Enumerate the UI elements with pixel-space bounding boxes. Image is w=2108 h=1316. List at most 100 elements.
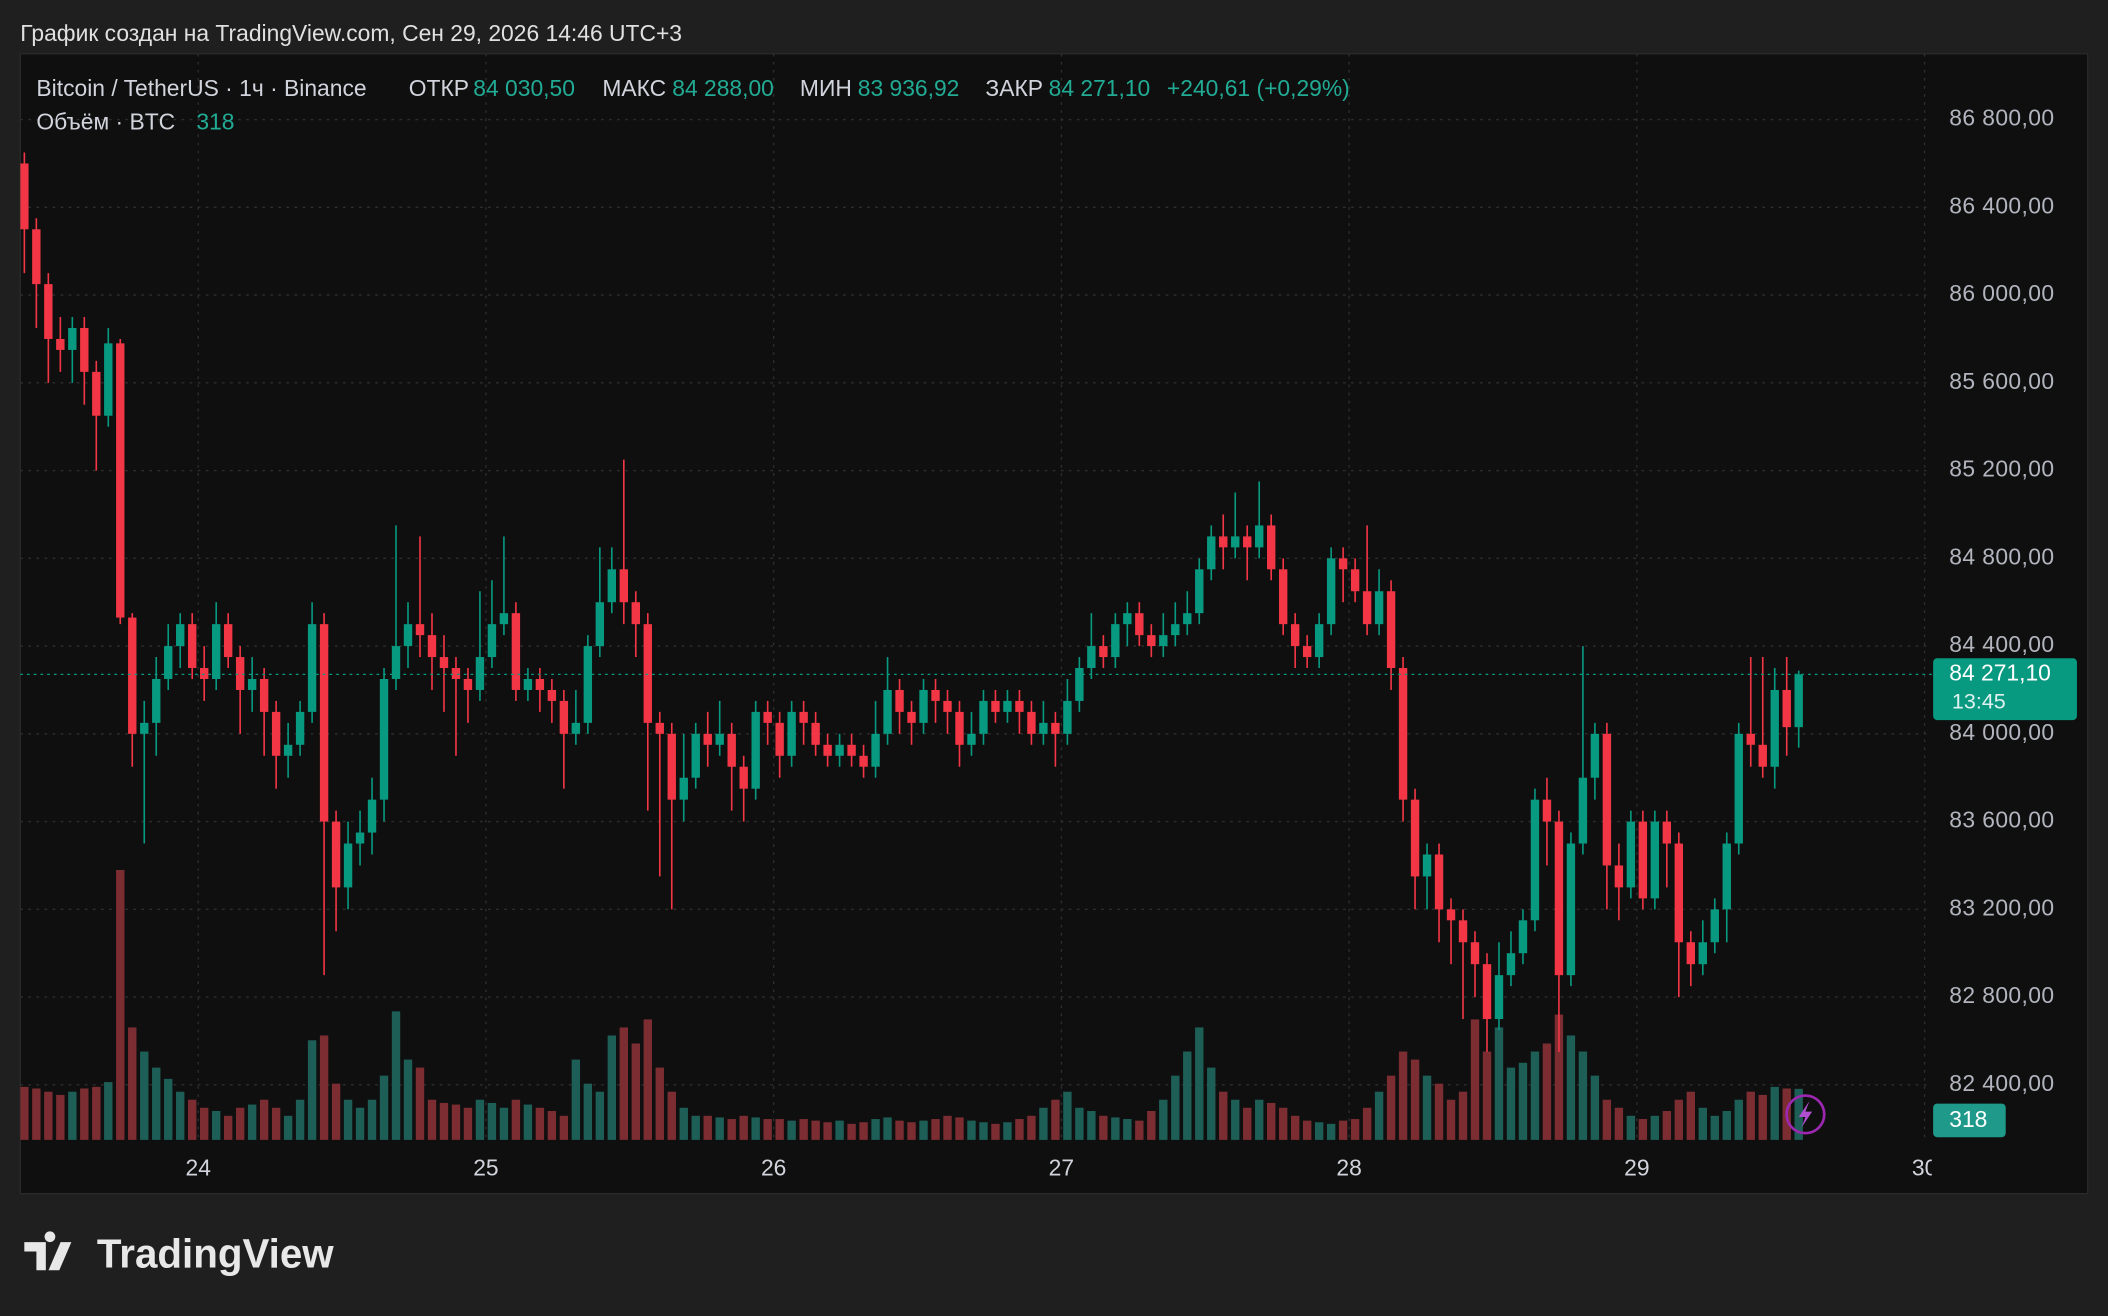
volume-bar: [835, 1120, 844, 1140]
x-axis: 24 25 26 27 28 29 30: [185, 1155, 1937, 1181]
volume-bar: [391, 1011, 401, 1140]
candle-body: [475, 657, 485, 690]
volume-bar: [1314, 1122, 1324, 1140]
volume-bar: [1446, 1099, 1456, 1140]
volume-bar: [715, 1117, 724, 1140]
candle-body: [32, 229, 41, 285]
candle-body: [116, 343, 125, 618]
candle-body: [1446, 909, 1456, 921]
candle-body: [152, 678, 161, 723]
volume-bar: [247, 1104, 257, 1140]
candle-body: [427, 635, 437, 658]
volume-bar: [427, 1099, 437, 1140]
volume-bar: [1290, 1115, 1300, 1140]
volume-bar: [1099, 1115, 1108, 1140]
candle-body: [1506, 953, 1516, 976]
candle-body: [1638, 821, 1648, 899]
candle-body: [128, 617, 137, 734]
candle-body: [1590, 733, 1600, 778]
volume-bar: [1710, 1115, 1719, 1140]
candle-body: [751, 711, 760, 789]
candle-body: [643, 624, 652, 723]
volume-bar: [307, 1040, 317, 1140]
volume-bar: [1243, 1107, 1252, 1140]
volume-bar: [511, 1099, 521, 1140]
volume-bar: [1662, 1110, 1672, 1140]
candle-body: [1650, 821, 1660, 899]
volume-bar: [679, 1107, 688, 1140]
volume-bar: [80, 1088, 89, 1140]
candle-body: [104, 343, 113, 416]
candle-body: [763, 711, 772, 723]
x-tick-label: 25: [473, 1155, 498, 1181]
volume-bar: [343, 1099, 353, 1140]
volume-bar: [1350, 1119, 1360, 1140]
volume-bar: [32, 1088, 41, 1140]
candle-body: [463, 678, 473, 690]
volume-bar: [1171, 1075, 1180, 1140]
candle-body: [391, 646, 401, 679]
volume-bar: [1722, 1110, 1731, 1140]
volume-bar: [415, 1067, 425, 1140]
candle-body: [1183, 613, 1192, 625]
countdown: 13:45: [1952, 689, 2006, 713]
volume-bar: [1087, 1110, 1096, 1140]
candle-body: [1458, 920, 1468, 943]
x-tick-label: 28: [1336, 1155, 1361, 1181]
volume-bar: [1638, 1119, 1648, 1140]
y-tick-label: 82 800,00: [1949, 982, 2054, 1008]
candle-body: [271, 711, 281, 756]
candle-body: [943, 700, 952, 712]
y-tick-label: 85 600,00: [1949, 368, 2054, 394]
candle-body: [1518, 920, 1528, 954]
volume-bar: [1386, 1075, 1396, 1140]
candle-body: [1063, 700, 1072, 734]
candle-body: [1159, 635, 1168, 647]
candle-body: [1674, 843, 1684, 943]
volume-bar: [128, 1027, 137, 1140]
volume-bar: [1554, 1014, 1564, 1140]
volume-bar: [1326, 1123, 1336, 1140]
candle-body: [259, 678, 269, 712]
candle-body: [1434, 854, 1444, 910]
candle-body: [1195, 569, 1204, 614]
candle-body: [667, 733, 676, 800]
volume-bar: [188, 1099, 197, 1140]
volume-bar: [1614, 1107, 1624, 1140]
volume-bar: [44, 1091, 53, 1140]
candle-body: [1602, 733, 1612, 866]
candle-body: [68, 327, 77, 350]
candle-body: [1770, 689, 1779, 767]
grid: [20, 53, 1932, 1140]
candle-body: [1710, 909, 1719, 943]
candle-body: [487, 624, 497, 658]
candle-body: [235, 657, 245, 690]
volume-bar: [1075, 1107, 1084, 1140]
volume-legend: Объём · BTC: [36, 109, 175, 135]
candle-body: [511, 613, 521, 690]
volume-bar: [439, 1102, 449, 1140]
volume-bar: [355, 1107, 365, 1140]
candle-body: [1087, 646, 1096, 669]
volume-bar: [1111, 1117, 1120, 1140]
candle-body: [20, 163, 29, 230]
candle-body: [80, 327, 89, 372]
volume-bar: [583, 1083, 593, 1140]
volume-last-box: [1933, 1103, 2006, 1138]
candle-body: [979, 700, 988, 734]
x-tick-label: 30: [1912, 1155, 1937, 1181]
volume-bar: [1338, 1120, 1348, 1140]
volume-bar: [1506, 1067, 1516, 1140]
volume-bar: [979, 1122, 988, 1140]
volume-bar: [475, 1099, 485, 1140]
volume-bar: [967, 1120, 976, 1140]
volume-bar: [919, 1120, 928, 1140]
volume-bar: [20, 1086, 29, 1140]
candle-body: [355, 832, 365, 844]
candle-body: [1578, 777, 1588, 844]
candle-body: [1219, 536, 1228, 548]
candle-body: [691, 733, 700, 778]
alert-icon[interactable]: [1785, 1094, 1826, 1135]
candle-body: [1482, 964, 1492, 1020]
